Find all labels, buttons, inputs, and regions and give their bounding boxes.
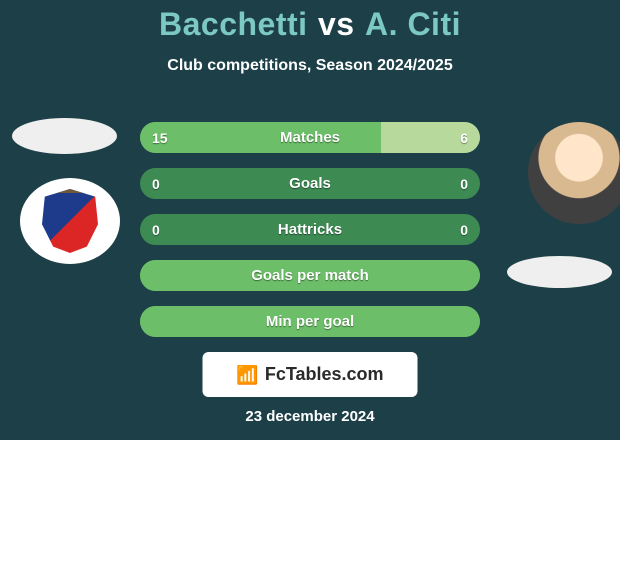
stat-row-min-per-goal: Min per goal — [140, 306, 480, 337]
casertana-crest-icon — [42, 189, 98, 253]
bar-label: Hattricks — [140, 214, 480, 245]
bar-label: Matches — [140, 122, 480, 153]
bar-label: Goals — [140, 168, 480, 199]
stat-row-hattricks: Hattricks0 0 — [140, 214, 480, 245]
brand-pill[interactable]: 📶 FcTables.com — [203, 352, 418, 397]
bar-value-right: 0 — [460, 214, 468, 245]
bar-label: Min per goal — [140, 306, 480, 337]
player2-name: A. Citi — [365, 6, 461, 42]
bar-label: Goals per match — [140, 260, 480, 291]
vs-text: vs — [318, 6, 355, 42]
brand-text: FcTables.com — [265, 364, 384, 385]
date-text: 23 december 2024 — [0, 408, 620, 425]
player1-avatar-placeholder — [12, 118, 117, 154]
subtitle: Club competitions, Season 2024/2025 — [0, 57, 620, 75]
bar-value-right: 6 — [460, 122, 468, 153]
bar-value-right: 0 — [460, 168, 468, 199]
player2-club-badge-placeholder — [507, 256, 612, 288]
player2-avatar — [528, 122, 620, 224]
signal-icon: 📶 — [236, 366, 258, 384]
bar-value-left: 0 — [152, 214, 160, 245]
stat-row-goals: Goals0 0 — [140, 168, 480, 199]
player1-name: Bacchetti — [159, 6, 308, 42]
comparison-card: Bacchetti vs A. Citi Club competitions, … — [0, 0, 620, 440]
player1-club-badge — [20, 178, 120, 264]
stat-bars: Matches156Goals00Hattricks00Goals per ma… — [140, 122, 480, 352]
bar-value-left: 15 — [152, 122, 168, 153]
stat-row-matches: Matches15 6 — [140, 122, 480, 153]
stat-row-goals-per-match: Goals per match — [140, 260, 480, 291]
title-wrap: Bacchetti vs A. Citi — [0, 0, 620, 43]
bar-value-left: 0 — [152, 168, 160, 199]
